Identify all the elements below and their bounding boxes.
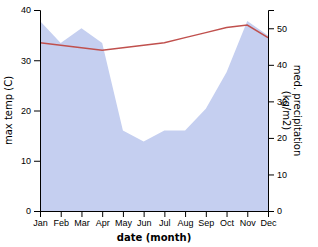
tick-mark: [144, 211, 145, 217]
tick-mark: [34, 111, 40, 112]
x-axis: Jan Feb Mar Apr May Jun Jul Aug Sep Oct NovDec: [33, 211, 277, 228]
y-tick: 0: [26, 206, 40, 216]
axis-line: [34, 11, 41, 212]
tick-label: 10: [277, 170, 287, 180]
tick-label: May: [115, 218, 133, 228]
tick-label: 40: [277, 60, 287, 70]
x-tick: Nov: [240, 211, 257, 228]
x-tick: Mar: [74, 211, 90, 228]
tick-label: Aug: [178, 218, 194, 228]
plot-area: JanFebMarAprMayJunJulAugSepOctNovDec0102…: [3, 5, 303, 243]
area: [40, 21, 268, 211]
tick-label: 20: [277, 133, 287, 143]
tick-label: Oct: [220, 218, 235, 228]
x-tick: Jul: [159, 211, 171, 228]
tick-mark: [61, 211, 62, 217]
tick-label: 10: [21, 156, 31, 166]
axis-line: [269, 11, 275, 212]
x-tick: Dec: [260, 211, 277, 228]
y-tick: 10: [21, 156, 40, 166]
tick-mark: [34, 10, 40, 11]
y2-tick: 40: [268, 60, 287, 70]
y-axis-title: max temp (C): [3, 76, 14, 145]
tick-label: 30: [21, 56, 31, 66]
tick-mark: [268, 28, 274, 29]
y-tick: 20: [21, 106, 40, 116]
axis-line: [41, 212, 269, 218]
tick-mark: [268, 211, 274, 212]
y2-tick: 0: [268, 206, 282, 216]
tick-mark: [34, 211, 40, 212]
chart: JanFebMarAprMayJunJulAugSepOctNovDec0102…: [0, 0, 318, 247]
tick-label: Mar: [74, 218, 90, 228]
y-axis: 0 10 20 30 40: [21, 5, 41, 216]
tick-mark: [81, 211, 82, 217]
tick-label: Jul: [159, 218, 171, 228]
tick-label: 0: [26, 206, 31, 216]
x-tick: Jan: [33, 211, 48, 228]
y-tick: 30: [21, 56, 40, 66]
tick-mark: [268, 101, 274, 102]
tick-mark: [206, 211, 207, 217]
tick-label: 50: [277, 24, 287, 34]
x-tick: Jun: [137, 211, 152, 228]
x-tick: Sep: [198, 211, 214, 228]
tick-mark: [268, 138, 274, 139]
y-tick: 40: [21, 5, 40, 15]
tick-mark: [268, 174, 274, 175]
tick-mark: [185, 211, 186, 217]
marks: [40, 21, 268, 211]
x-axis-title: date (month): [117, 232, 191, 243]
tick-label: Nov: [240, 218, 257, 228]
tick-label: 0: [277, 206, 282, 216]
tick-mark: [247, 211, 248, 217]
tick-mark: [164, 211, 165, 217]
tick-mark: [227, 211, 228, 217]
tick-label: Feb: [53, 218, 69, 228]
tick-mark: [102, 211, 103, 217]
y2-tick: 50: [268, 24, 287, 34]
title-line: (kg/m2): [281, 91, 292, 131]
x-tick: May: [115, 211, 133, 228]
line: [40, 25, 268, 50]
tick-mark: [34, 161, 40, 162]
tick-label: Jan: [33, 218, 48, 228]
title-line: med. precipitation: [292, 65, 303, 157]
y2-tick: 10: [268, 170, 287, 180]
tick-label: 20: [21, 106, 31, 116]
y2-tick: 20: [268, 133, 287, 143]
tick-label: Jun: [137, 218, 152, 228]
tick-label: 40: [21, 5, 31, 15]
tick-label: Apr: [96, 218, 110, 228]
y2-axis-title: med. precipitation(kg/m2): [281, 65, 304, 157]
x-tick: Feb: [53, 211, 69, 228]
tick-label: Sep: [198, 218, 214, 228]
x-tick: Oct: [220, 211, 235, 228]
x-tick: Aug: [178, 211, 194, 228]
tick-mark: [123, 211, 124, 217]
tick-mark: [34, 60, 40, 61]
tick-mark: [268, 65, 274, 66]
x-tick: Apr: [96, 211, 110, 228]
tick-label: Dec: [260, 218, 277, 228]
